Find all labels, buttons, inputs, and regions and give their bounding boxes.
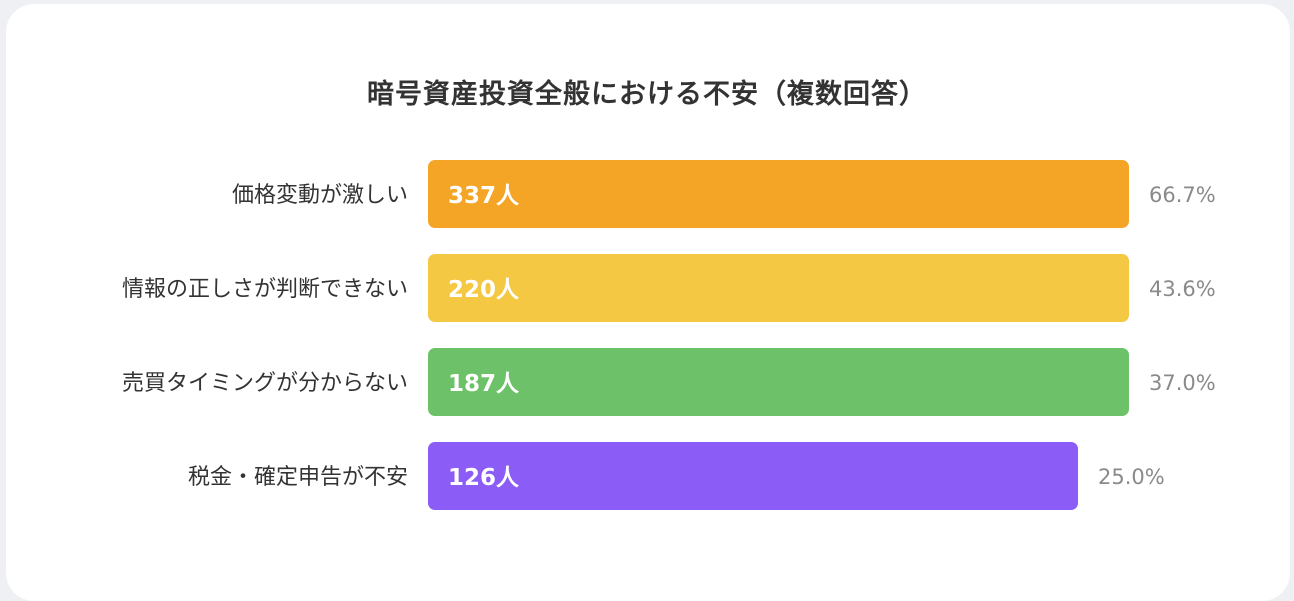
percent-label: 43.6% — [1149, 277, 1216, 301]
bar-value-label: 126人 — [448, 465, 520, 491]
category-label: 税金・確定申告が不安 — [188, 465, 408, 490]
bar — [428, 442, 1078, 510]
percent-label: 25.0% — [1098, 465, 1165, 489]
bar — [428, 160, 1129, 228]
bar-value-label: 337人 — [448, 183, 520, 209]
chart-title: 暗号資産投資全般における不安（複数回答） — [367, 79, 927, 110]
bar-value-label: 220人 — [448, 277, 520, 303]
bar — [428, 254, 1129, 322]
bar-value-label: 187人 — [448, 371, 520, 397]
category-label: 売買タイミングが分からない — [122, 371, 408, 396]
category-label: 価格変動が激しい — [232, 183, 408, 208]
bar — [428, 348, 1129, 416]
category-label: 情報の正しさが判断できない — [122, 277, 408, 302]
percent-label: 66.7% — [1149, 183, 1216, 207]
percent-label: 37.0% — [1149, 371, 1216, 395]
